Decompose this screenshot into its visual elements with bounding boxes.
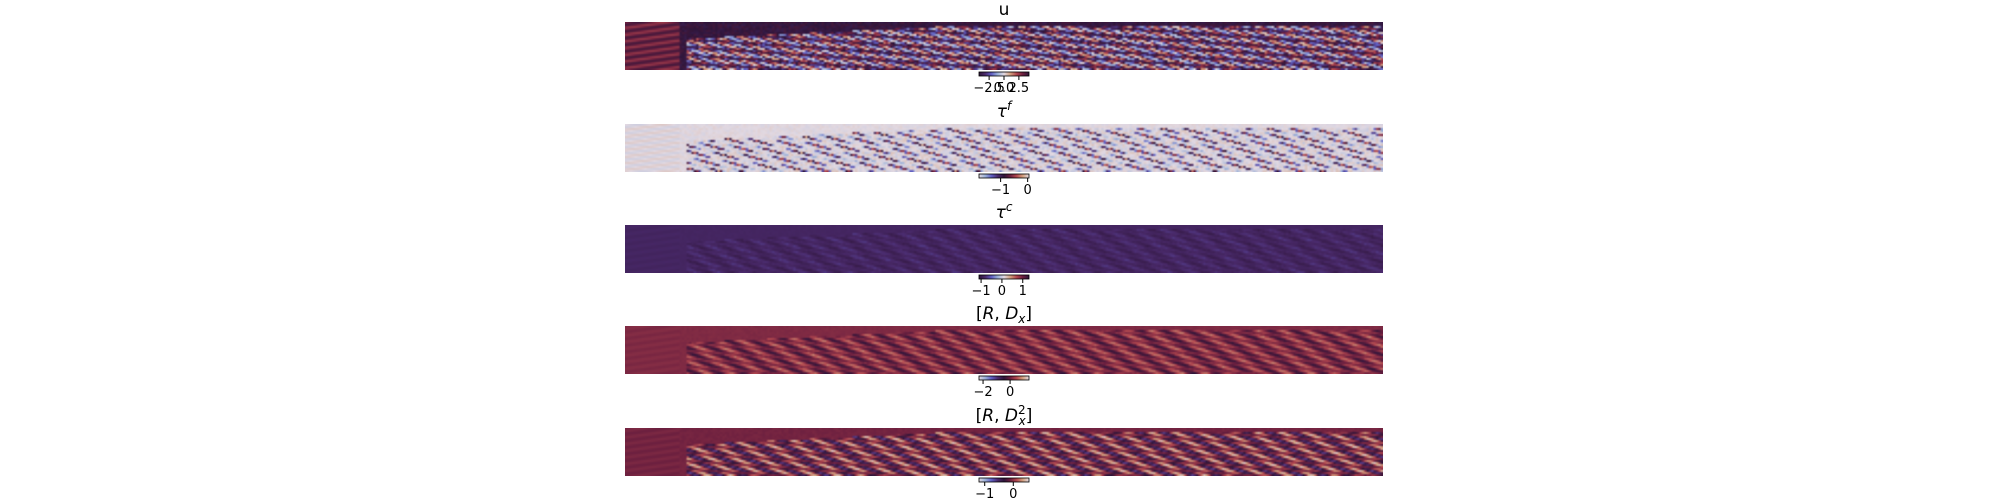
colorbar <box>978 71 1030 77</box>
colorbar-tick-label: 0 <box>998 284 1006 299</box>
colorbar <box>978 173 1030 179</box>
panel-R_Dx: [R, Dx] −2 0 <box>625 304 1383 400</box>
panel-tau_f: τf −1 0 <box>625 99 1383 198</box>
colorbar <box>978 375 1030 381</box>
colorbar-tick-label: −1 <box>991 183 1010 198</box>
colorbar-tick-label: 2.5 <box>1009 81 1030 96</box>
panel-title: [R, Dx] <box>976 304 1032 326</box>
colorbar <box>978 477 1030 483</box>
panel-R_Dx2: [R, D2 x] −1 0 <box>625 403 1383 502</box>
colorbar-tick-label: 0 <box>1006 385 1014 400</box>
colorbar-tick-label: −1 <box>971 284 990 299</box>
heatmap-image <box>625 225 1383 273</box>
colorbar-tick-label: 0 <box>1009 487 1017 500</box>
panel-u: u −2.50.02.5 <box>625 0 1383 96</box>
colorbar-tick-label: −2.5 <box>973 81 1005 96</box>
panel-title: [R, D2 x] <box>976 403 1033 428</box>
colorbar-tick-label: −1 <box>975 487 994 500</box>
heatmap-image <box>625 326 1383 374</box>
colorbar <box>978 274 1030 280</box>
colorbar-tick-label: 0.0 <box>994 81 1015 96</box>
colorbar-tick-label: 0 <box>1024 183 1032 198</box>
panel-title: u <box>999 0 1010 20</box>
colorbar-tick-label: 1 <box>1019 284 1027 299</box>
panel-tau_c: τc −1 0 1 <box>625 200 1383 299</box>
colorbar-tick-label: −2 <box>973 385 992 400</box>
panel-title: τc <box>996 200 1013 223</box>
heatmap-image <box>625 22 1383 70</box>
heatmap-image <box>625 428 1383 476</box>
heatmap-image <box>625 124 1383 172</box>
panel-title: τf <box>997 99 1013 122</box>
